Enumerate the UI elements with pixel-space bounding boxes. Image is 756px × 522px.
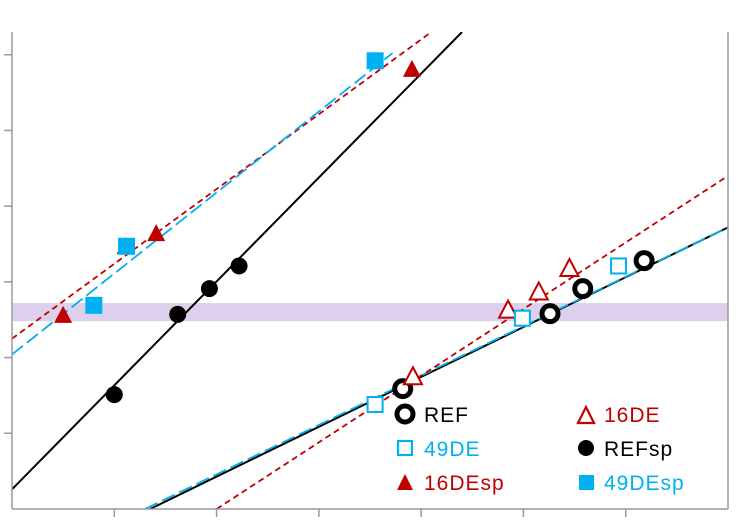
axes: [4, 32, 729, 517]
data-point-16de: [497, 298, 519, 319]
data-point-refsp: [169, 305, 187, 323]
data-point-ref: [539, 303, 561, 325]
data-point-ref: [633, 250, 655, 272]
fit-line-49de: [144, 226, 728, 509]
legend-item-49de: 49DE: [396, 438, 481, 461]
legend-marker-refsp: [578, 440, 594, 456]
legend-label-49desp: 49DEsp: [604, 472, 685, 495]
legend-label-49de: 49DE: [424, 438, 481, 461]
data-point-49de: [366, 396, 384, 414]
legend-marker-16de: [576, 404, 596, 425]
legend-label-16de: 16DE: [604, 404, 661, 427]
legend-item-ref: REF: [394, 403, 469, 427]
data-point-16desp: [54, 305, 73, 323]
data-point-49de: [610, 257, 628, 275]
legend-marker-ref: [394, 403, 416, 425]
data-point-49desp: [85, 296, 103, 314]
data-point-ref: [572, 278, 594, 300]
data-point-16de: [402, 365, 424, 386]
data-point-49desp: [118, 237, 136, 255]
legend-marker-16desp: [397, 474, 413, 490]
data-point-refsp: [105, 386, 123, 404]
fit-line-49desp: [12, 52, 394, 356]
data-points: [54, 52, 655, 414]
data-point-16desp: [147, 224, 166, 242]
legend-label-refsp: REFsp: [604, 438, 673, 461]
legend-item-16de: 16DE: [576, 404, 661, 427]
legend-label-16desp: 16DEsp: [424, 472, 505, 495]
data-point-16de: [528, 280, 550, 301]
legend-marker-49de: [396, 439, 414, 457]
fit-line-16desp: [12, 32, 432, 340]
data-point-16desp: [402, 59, 421, 77]
legend-marker-49desp: [579, 475, 594, 490]
data-point-49de: [513, 309, 531, 327]
fit-line-16de: [216, 175, 728, 509]
legend: REF 16DE 49DE REFsp 16DEsp 49DEsp: [394, 403, 685, 495]
legend-item-49desp: 49DEsp: [579, 472, 685, 495]
data-point-refsp: [200, 280, 218, 298]
data-point-16de: [558, 256, 581, 277]
highlight-band: [12, 303, 728, 322]
legend-label-ref: REF: [424, 404, 469, 427]
data-point-refsp: [230, 257, 248, 275]
legend-item-refsp: REFsp: [578, 438, 673, 461]
data-point-49desp: [366, 52, 384, 70]
legend-item-16desp: 16DEsp: [397, 472, 505, 495]
